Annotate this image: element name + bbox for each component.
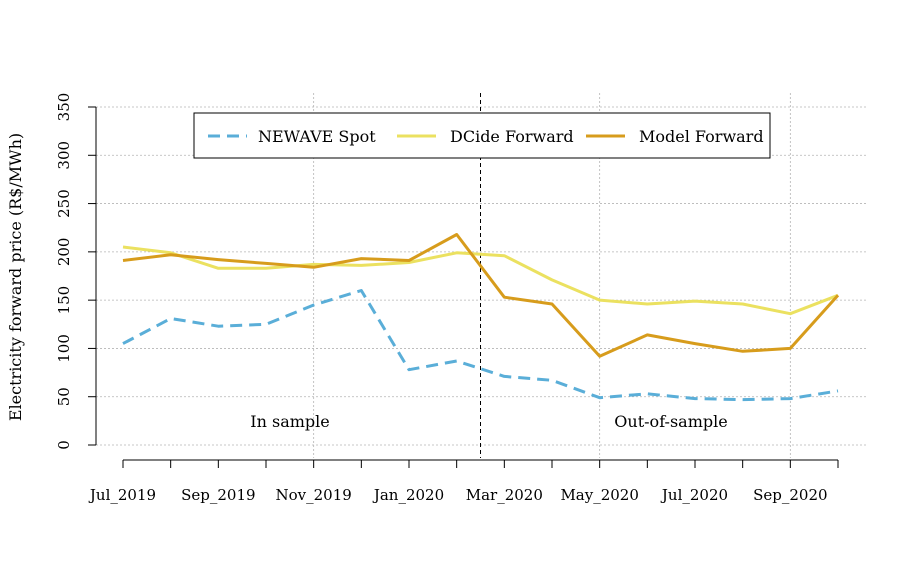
legend-box <box>193 112 771 159</box>
legend-label-newave-spot: NEWAVE Spot <box>258 127 376 146</box>
annotation-out-of-sample: Out-of-sample <box>614 412 727 431</box>
y-tick-label: 250 <box>55 189 73 218</box>
y-tick-label: 0 <box>55 440 73 450</box>
y-tick-label: 200 <box>55 238 73 267</box>
x-tick-label: May_2020 <box>560 486 638 504</box>
legend: NEWAVE Spot DCide Forward Model Forward <box>193 112 771 159</box>
y-tick-label: 100 <box>55 334 73 363</box>
x-tick-label: Sep_2020 <box>753 486 827 504</box>
x-tick-label: Nov_2019 <box>276 486 352 504</box>
series-line-model-forward <box>122 233 840 358</box>
x-axis: Jul_2019 Sep_2019 Nov_2019 Jan_2020 Mar_2020… <box>88 459 839 504</box>
legend-label-dcide-forward: DCide Forward <box>450 127 574 146</box>
x-tick-label: Jan_2020 <box>372 486 444 504</box>
x-tick-label: Jul_2019 <box>88 486 156 504</box>
annotation-in-sample: In sample <box>250 412 329 431</box>
y-tick-label: 350 <box>55 93 73 122</box>
x-tick-label: Jul_2020 <box>660 486 728 504</box>
legend-label-model-forward: Model Forward <box>639 127 764 146</box>
series-lines <box>122 233 840 402</box>
series-line-dcide-forward <box>122 245 839 316</box>
series-line-newave-spot <box>122 289 839 402</box>
y-axis-title: Electricity forward price (R$/MWh) <box>6 133 25 421</box>
x-tick-label: Mar_2020 <box>466 486 543 504</box>
x-tick-label: Sep_2019 <box>181 486 255 504</box>
y-axis: 0 50 100 150 200 250 300 350 <box>55 93 97 450</box>
y-tick-label: 150 <box>55 286 73 315</box>
y-tick-label: 50 <box>55 387 73 406</box>
y-tick-label: 300 <box>55 141 73 170</box>
